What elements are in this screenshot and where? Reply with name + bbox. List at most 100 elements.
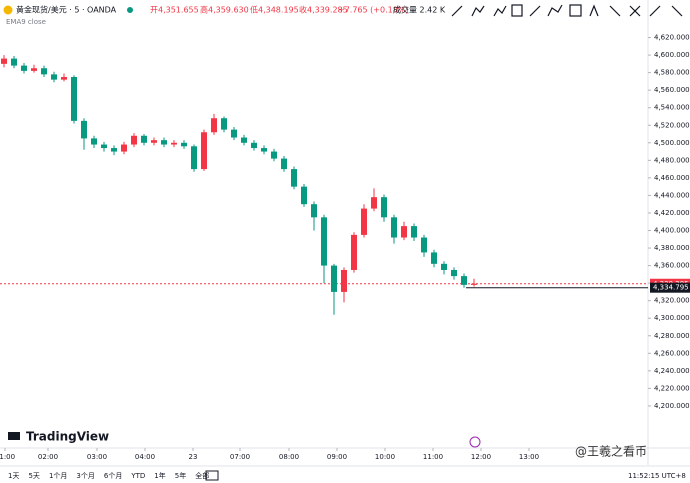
- candle-body: [391, 217, 397, 238]
- change: +7.765 (+0.18%): [338, 6, 409, 15]
- range-button[interactable]: 1年: [154, 471, 165, 480]
- candle-body: [101, 144, 107, 149]
- candle-body: [281, 158, 287, 170]
- candle-body: [401, 226, 407, 238]
- candle-body: [251, 142, 257, 149]
- y-tick-label: 4,260.000: [654, 349, 690, 357]
- candle-body: [31, 68, 37, 71]
- y-tick-label: 4,600.000: [654, 51, 690, 59]
- range-button[interactable]: 1天: [8, 472, 19, 480]
- candle-body: [451, 269, 457, 277]
- candle-body: [471, 283, 477, 285]
- candle-body: [311, 204, 317, 218]
- candle-body: [351, 234, 357, 270]
- x-tick-label: 10:00: [375, 453, 395, 461]
- candle-body: [51, 74, 57, 80]
- credit: @王羲之看币: [575, 445, 647, 459]
- candle-body: [271, 151, 277, 159]
- candle-body: [341, 269, 347, 292]
- y-tick-label: 4,560.000: [654, 86, 690, 94]
- watermark-text: TradingView: [26, 430, 109, 444]
- y-tick-label: 4,440.000: [654, 191, 690, 199]
- drawing-toolbar[interactable]: [451, 4, 683, 17]
- candle-body: [301, 186, 307, 205]
- x-tick-label: 08:00: [279, 453, 299, 461]
- x-tick-label: 02:00: [38, 453, 58, 461]
- ohlc-high: 高4,359.630: [200, 5, 249, 15]
- candle-body: [261, 148, 267, 152]
- y-tick-label: 4,220.000: [654, 384, 690, 392]
- y-tick-label: 4,280.000: [654, 332, 690, 340]
- event-icon[interactable]: [469, 436, 481, 448]
- candle-body: [461, 276, 467, 285]
- range-button[interactable]: 1个月: [49, 472, 67, 480]
- candle-body: [21, 65, 27, 71]
- volume: 成交量 2.42 K: [393, 5, 446, 15]
- candle-body: [231, 129, 237, 138]
- y-tick-label: 4,480.000: [654, 156, 690, 164]
- watermark: TradingView: [8, 430, 109, 444]
- symbol-title: 黄金现货/美元 · 5 · OANDA: [16, 5, 117, 15]
- x-tick-label: 01:00: [0, 453, 15, 461]
- range-button[interactable]: 5年: [175, 471, 186, 480]
- x-tick-label: 12:00: [471, 453, 491, 461]
- candle-body: [211, 118, 217, 133]
- status-dot: [127, 7, 133, 13]
- y-tick-label: 4,320.000: [654, 297, 690, 305]
- x-tick-label: 09:00: [327, 453, 347, 461]
- y-tick-label: 4,500.000: [654, 139, 690, 147]
- y-tick-label: 4,520.000: [654, 121, 690, 129]
- candle-body: [361, 208, 367, 235]
- ohlc-close: 收4,339.285: [299, 5, 348, 15]
- y-tick-label: 4,240.000: [654, 367, 690, 375]
- candle-body: [191, 146, 197, 170]
- y-tick-label: 4,400.000: [654, 227, 690, 235]
- range-button[interactable]: 3个月: [76, 472, 94, 480]
- candle-body: [141, 135, 147, 143]
- candle-body: [441, 263, 447, 270]
- candle-body: [181, 142, 187, 147]
- candle-body: [411, 226, 417, 238]
- calendar-icon[interactable]: [205, 470, 219, 481]
- candle-body: [131, 135, 137, 145]
- candle-body: [161, 140, 167, 145]
- candle-body: [71, 77, 77, 121]
- candle-body: [91, 138, 97, 145]
- ohlc-low: 低4,348.195: [250, 5, 299, 15]
- indicator: EMA9 close: [6, 18, 46, 26]
- candle-body: [1, 58, 7, 64]
- candle-body: [241, 137, 247, 143]
- x-tick-label: 04:00: [135, 453, 155, 461]
- low-price-tag: [650, 282, 690, 293]
- x-tick-label: 23: [189, 453, 198, 461]
- y-tick-label: 4,300.000: [654, 314, 690, 322]
- range-button[interactable]: 6个月: [104, 472, 122, 480]
- range-button[interactable]: 全部: [195, 471, 209, 480]
- candle-body: [61, 77, 67, 80]
- range-button[interactable]: 5天: [28, 472, 39, 480]
- candle-body: [371, 197, 377, 209]
- candle-body: [291, 169, 297, 187]
- y-tick-label: 4,380.000: [654, 244, 690, 252]
- x-tick-label: 11:00: [423, 453, 443, 461]
- y-tick-label: 4,360.000: [654, 262, 690, 270]
- candle-body: [431, 252, 437, 264]
- candle-body: [121, 144, 127, 152]
- candle-body: [221, 118, 227, 130]
- candle-body: [321, 217, 327, 266]
- candle-body: [81, 120, 87, 139]
- x-tick-label: 13:00: [519, 453, 539, 461]
- y-tick-label: 4,460.000: [654, 174, 690, 182]
- candle-body: [201, 132, 207, 170]
- logo: [8, 432, 20, 440]
- ohlc-open: 开4,351.655: [150, 6, 199, 15]
- range-button[interactable]: YTD: [130, 472, 145, 480]
- y-tick-label: 4,420.000: [654, 209, 690, 217]
- candle-body: [331, 265, 337, 292]
- candle-body: [41, 68, 47, 75]
- candle-body: [111, 148, 117, 152]
- x-tick-label: 03:00: [87, 453, 107, 461]
